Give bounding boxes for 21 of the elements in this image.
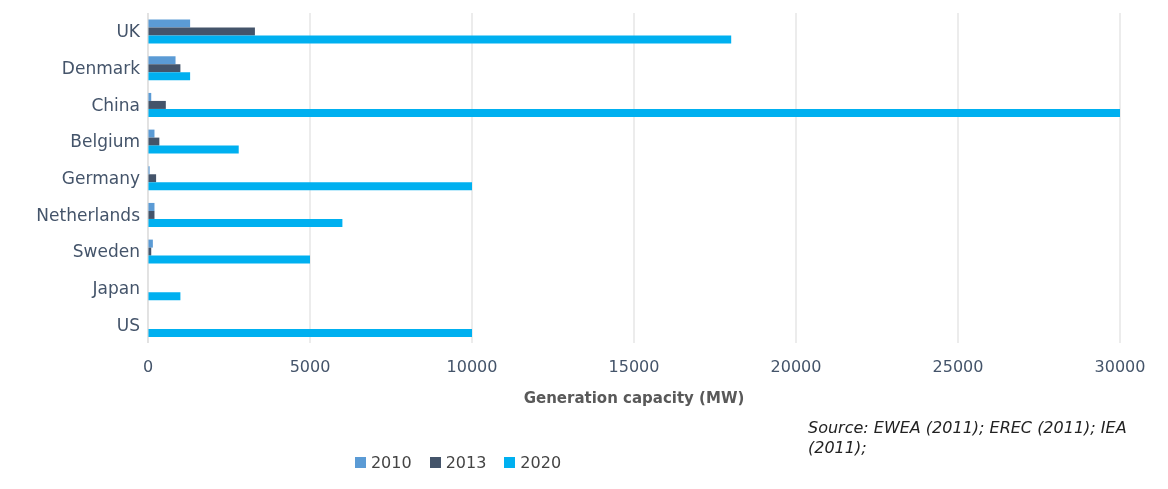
x-tick-label: 10000	[446, 357, 498, 377]
y-tick-label: Sweden	[72, 241, 140, 262]
legend-label: 2013	[444, 453, 487, 472]
x-tick-label: 30000	[1094, 357, 1146, 377]
y-tick-label: China	[91, 94, 140, 115]
x-tick-label: 25000	[932, 357, 984, 377]
x-tick-label: 0	[142, 357, 154, 377]
x-axis-title: Generation capacity (MW)	[523, 389, 745, 407]
x-tick-label: 20000	[770, 357, 822, 377]
y-tick-label: UK	[116, 21, 141, 42]
x-tick-label: 5000	[289, 357, 331, 377]
legend-label: 2010	[369, 453, 412, 472]
y-tick-label: Japan	[91, 278, 140, 299]
source-note: Source: EWEA (2011); EREC (2011); IEA (2011);	[808, 418, 1128, 458]
y-tick-label: Germany	[61, 168, 140, 189]
y-tick-label: Netherlands	[36, 204, 141, 225]
y-tick-label: US	[116, 314, 140, 335]
y-tick-label: Belgium	[70, 131, 140, 152]
y-tick-label: Denmark	[61, 58, 141, 79]
x-tick-label: 15000	[608, 357, 660, 377]
legend-label: 2020	[519, 453, 562, 472]
